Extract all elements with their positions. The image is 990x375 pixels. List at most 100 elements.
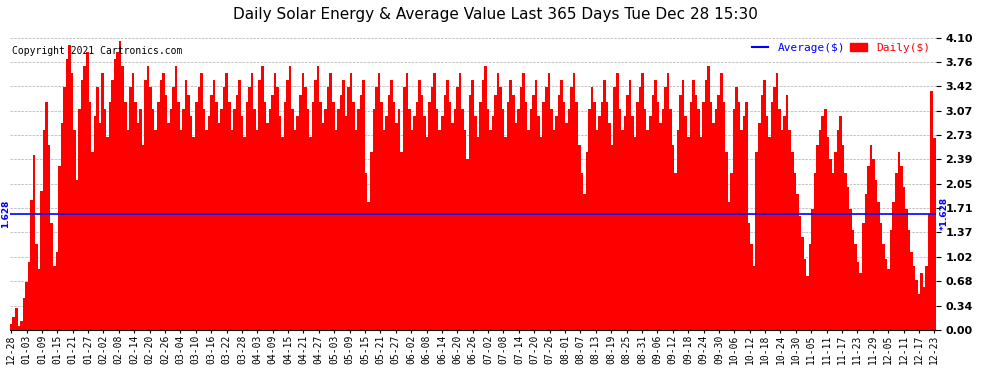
Bar xyxy=(827,137,829,330)
Bar xyxy=(753,266,755,330)
Bar xyxy=(758,123,760,330)
Bar xyxy=(705,80,707,330)
Bar xyxy=(294,130,296,330)
Bar xyxy=(439,130,441,330)
Bar xyxy=(302,73,304,330)
Bar xyxy=(129,87,132,330)
Bar xyxy=(715,109,718,330)
Bar xyxy=(320,102,322,330)
Text: Copyright 2021 Cartronics.com: Copyright 2021 Cartronics.com xyxy=(12,46,182,56)
Bar xyxy=(182,109,185,330)
Bar xyxy=(304,87,307,330)
Bar xyxy=(895,173,898,330)
Bar xyxy=(570,87,573,330)
Bar xyxy=(596,130,598,330)
Bar xyxy=(30,200,33,330)
Bar xyxy=(332,102,335,330)
Bar xyxy=(851,230,854,330)
Bar xyxy=(357,109,360,330)
Bar xyxy=(494,94,497,330)
Bar xyxy=(882,244,885,330)
Bar xyxy=(276,87,279,330)
Bar xyxy=(347,87,349,330)
Bar xyxy=(46,102,48,330)
Bar xyxy=(864,195,867,330)
Bar xyxy=(773,87,776,330)
Bar xyxy=(195,102,198,330)
Bar xyxy=(575,102,578,330)
Bar xyxy=(867,166,869,330)
Bar xyxy=(765,116,768,330)
Bar xyxy=(817,144,819,330)
Bar xyxy=(55,252,58,330)
Bar xyxy=(398,109,400,330)
Bar xyxy=(492,116,494,330)
Bar xyxy=(65,59,68,330)
Bar xyxy=(763,80,765,330)
Bar xyxy=(585,152,588,330)
Bar xyxy=(573,73,575,330)
Bar xyxy=(791,152,794,330)
Bar xyxy=(53,266,55,330)
Bar xyxy=(10,324,13,330)
Bar xyxy=(842,144,844,330)
Bar xyxy=(94,116,96,330)
Bar xyxy=(360,94,362,330)
Bar xyxy=(28,262,30,330)
Bar xyxy=(750,244,753,330)
Bar xyxy=(185,80,187,330)
Bar xyxy=(273,73,276,330)
Bar xyxy=(733,109,736,330)
Bar xyxy=(244,137,246,330)
Bar xyxy=(431,87,434,330)
Bar xyxy=(664,87,666,330)
Bar xyxy=(114,59,117,330)
Bar xyxy=(742,116,745,330)
Bar xyxy=(284,102,286,330)
Bar xyxy=(266,123,268,330)
Bar xyxy=(18,326,20,330)
Bar xyxy=(33,155,36,330)
Bar xyxy=(530,109,533,330)
Bar xyxy=(253,109,255,330)
Bar xyxy=(616,73,619,330)
Text: Daily Solar Energy & Average Value Last 365 Days Tue Dec 28 15:30: Daily Solar Energy & Average Value Last … xyxy=(233,8,757,22)
Bar xyxy=(464,130,466,330)
Bar xyxy=(654,80,656,330)
Bar xyxy=(885,259,887,330)
Bar xyxy=(451,123,453,330)
Bar xyxy=(921,273,923,330)
Bar xyxy=(476,137,479,330)
Legend: Average($), Daily($): Average($), Daily($) xyxy=(751,43,930,53)
Bar xyxy=(162,73,164,330)
Bar xyxy=(568,109,570,330)
Bar xyxy=(905,209,908,330)
Bar xyxy=(88,102,91,330)
Bar xyxy=(609,123,611,330)
Bar xyxy=(713,123,715,330)
Bar xyxy=(215,102,218,330)
Bar xyxy=(916,280,918,330)
Bar xyxy=(875,180,877,330)
Bar xyxy=(76,180,78,330)
Bar xyxy=(621,130,624,330)
Bar xyxy=(632,116,634,330)
Bar xyxy=(583,195,585,330)
Bar xyxy=(538,116,540,330)
Bar xyxy=(768,137,770,330)
Bar xyxy=(375,87,377,330)
Bar xyxy=(461,109,464,330)
Bar xyxy=(149,87,151,330)
Bar xyxy=(190,116,192,330)
Bar xyxy=(388,94,390,330)
Bar xyxy=(794,173,796,330)
Bar xyxy=(142,144,145,330)
Bar xyxy=(835,152,837,330)
Bar xyxy=(859,273,862,330)
Bar xyxy=(578,144,580,330)
Bar xyxy=(111,80,114,330)
Bar xyxy=(781,130,783,330)
Bar xyxy=(528,130,530,330)
Bar xyxy=(50,223,53,330)
Bar xyxy=(814,173,817,330)
